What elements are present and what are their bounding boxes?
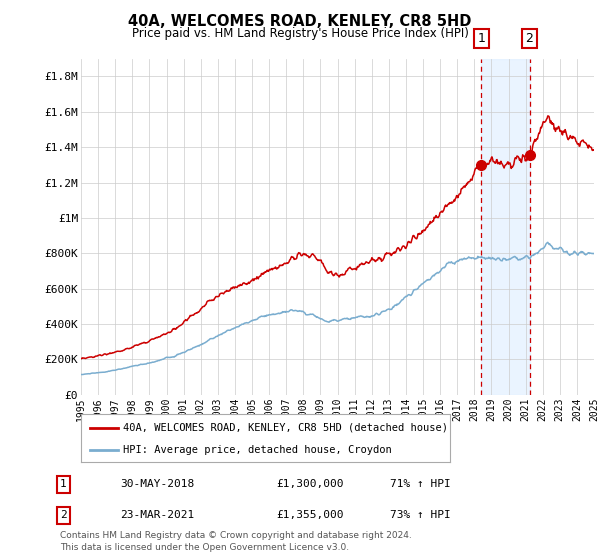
Text: HPI: Average price, detached house, Croydon: HPI: Average price, detached house, Croy…: [124, 445, 392, 455]
Text: 40A, WELCOMES ROAD, KENLEY, CR8 5HD (detached house): 40A, WELCOMES ROAD, KENLEY, CR8 5HD (det…: [124, 423, 448, 433]
Text: 73% ↑ HPI: 73% ↑ HPI: [390, 510, 451, 520]
Bar: [481, 59, 530, 395]
Text: 2: 2: [60, 510, 67, 520]
Text: £1,300,000: £1,300,000: [276, 479, 343, 489]
Text: Contains HM Land Registry data © Crown copyright and database right 2024.
This d: Contains HM Land Registry data © Crown c…: [60, 531, 412, 552]
Text: 40A, WELCOMES ROAD, KENLEY, CR8 5HD: 40A, WELCOMES ROAD, KENLEY, CR8 5HD: [128, 14, 472, 29]
Text: 2: 2: [526, 32, 533, 45]
Text: 23-MAR-2021: 23-MAR-2021: [120, 510, 194, 520]
Text: 30-MAY-2018: 30-MAY-2018: [120, 479, 194, 489]
Text: 71% ↑ HPI: 71% ↑ HPI: [390, 479, 451, 489]
Text: £1,355,000: £1,355,000: [276, 510, 343, 520]
Text: 1: 1: [60, 479, 67, 489]
Text: Price paid vs. HM Land Registry's House Price Index (HPI): Price paid vs. HM Land Registry's House …: [131, 27, 469, 40]
Text: 1: 1: [478, 32, 485, 45]
